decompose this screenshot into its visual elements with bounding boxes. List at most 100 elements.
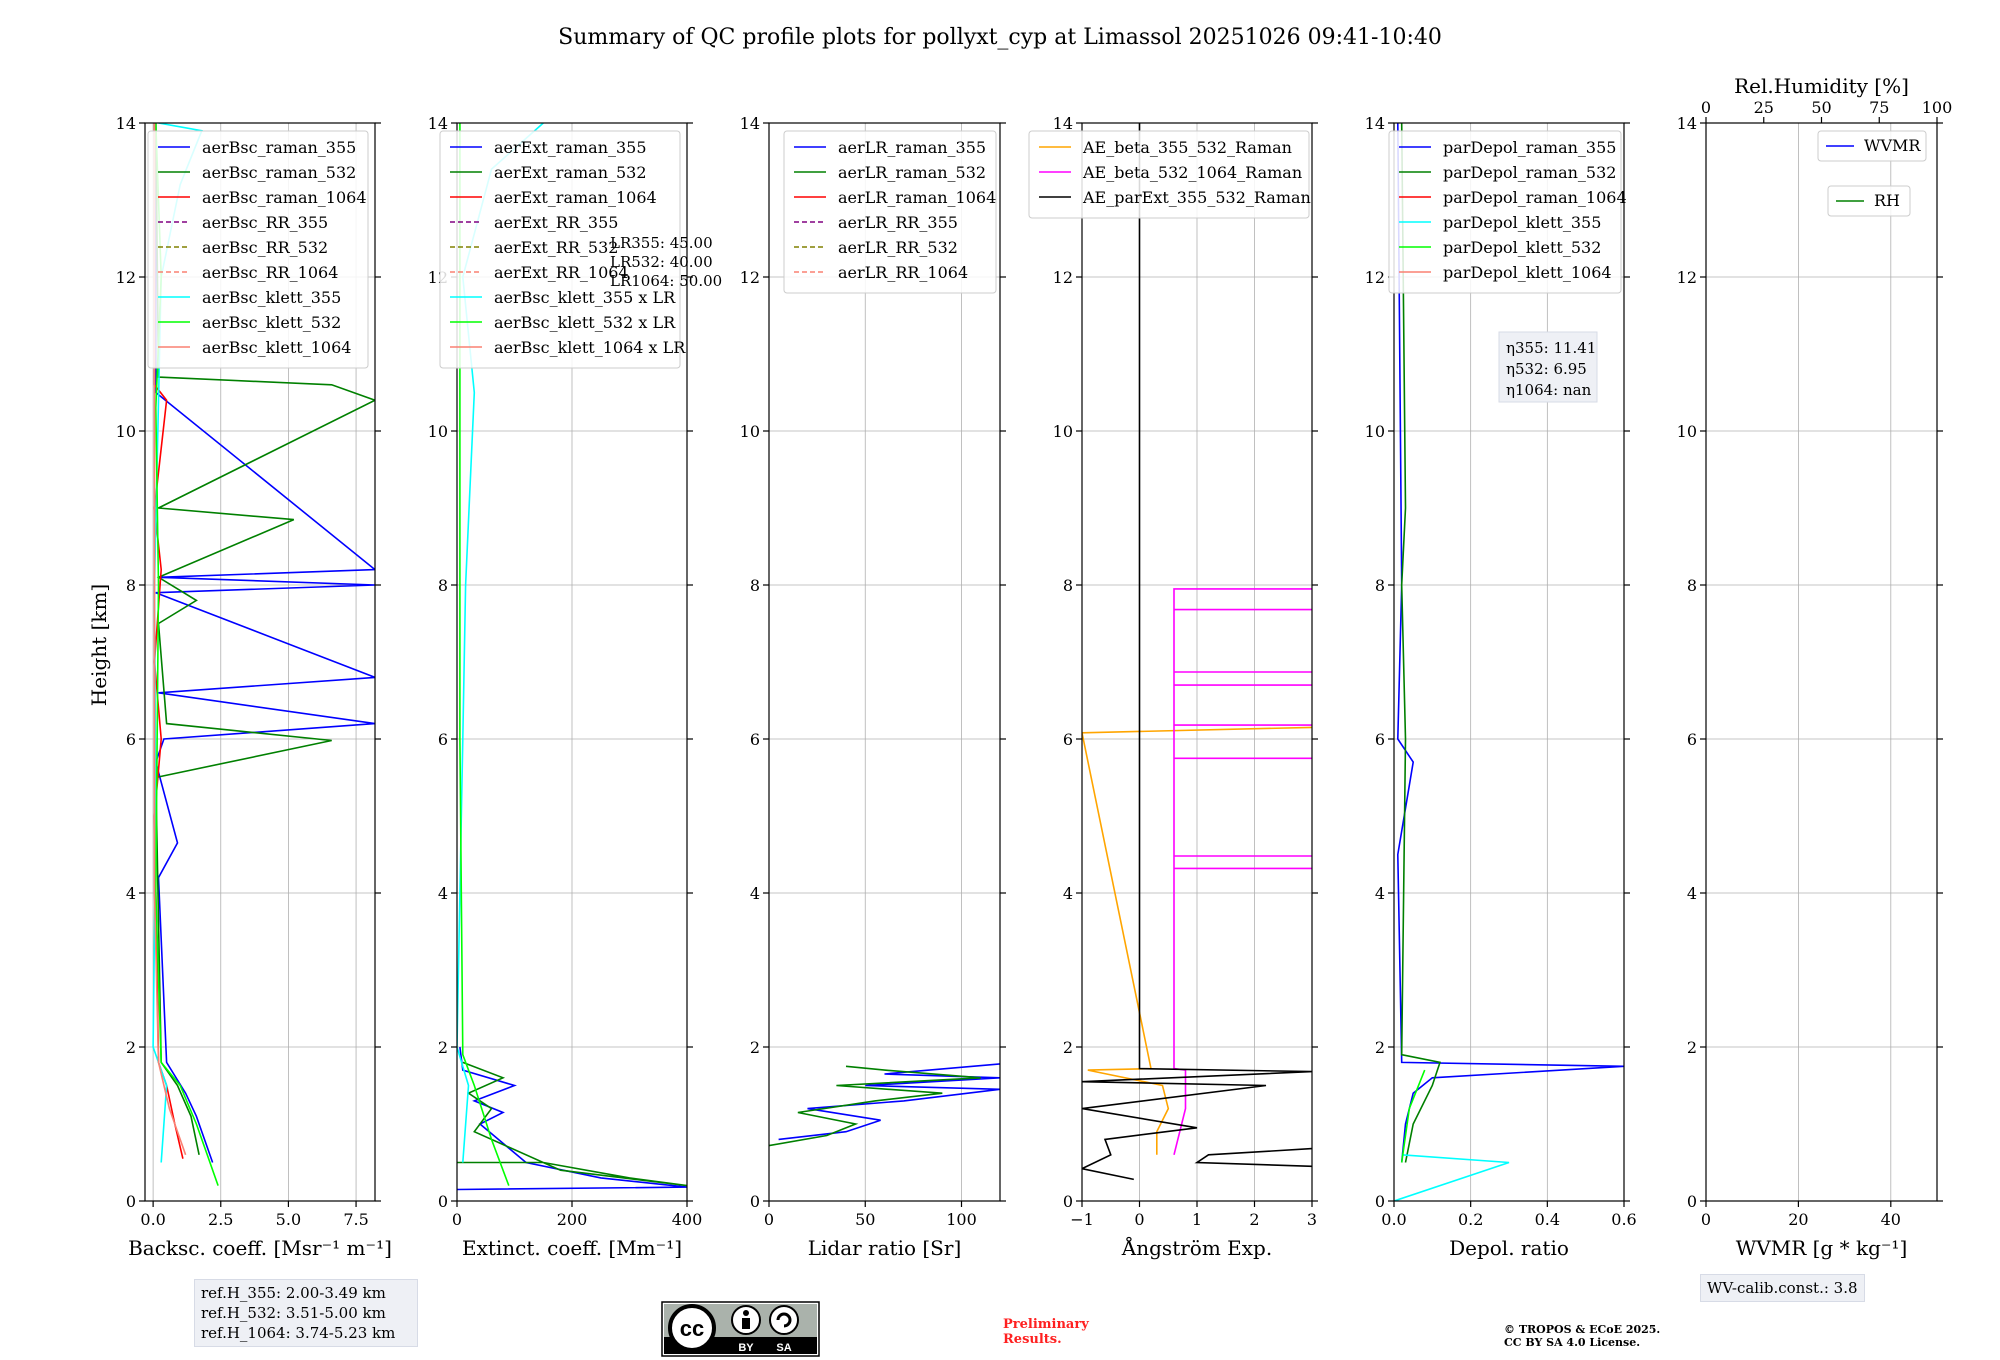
- y-tick-label: 12: [1365, 268, 1385, 287]
- x-tick-label: 0: [764, 1210, 774, 1229]
- eta-value: η532: 6.95: [1506, 360, 1587, 378]
- series-pardepol-raman-532: [1400, 123, 1442, 1163]
- license-badge: cc BY SA: [661, 1301, 820, 1357]
- y-tick-label: 6: [1063, 730, 1073, 749]
- y-tick-label: 6: [1375, 730, 1385, 749]
- series-group: [1394, 123, 1624, 1201]
- y-tick-label: 2: [1063, 1038, 1073, 1057]
- y-tick-label: 14: [1677, 114, 1697, 133]
- share-alike-icon: [769, 1305, 799, 1335]
- x-tick-label: 7.5: [343, 1210, 368, 1229]
- attribution-icon-head: [743, 1310, 749, 1316]
- y-tick-label: 0: [1687, 1192, 1697, 1211]
- axes-frame: [1705, 122, 1938, 1202]
- top-x-tick-label: 25: [1754, 98, 1774, 117]
- y-tick-label: 6: [750, 730, 760, 749]
- eta-value: η1064: nan: [1506, 381, 1592, 399]
- top-x-tick-label: 100: [1922, 98, 1953, 117]
- axes-frame: [1393, 122, 1625, 1202]
- y-tick-label: 10: [1365, 422, 1385, 441]
- y-tick-label: 6: [1687, 730, 1697, 749]
- y-tick-label: 8: [1063, 576, 1073, 595]
- y-tick-label: 12: [1677, 268, 1697, 287]
- y-tick-label: 0: [1375, 1192, 1385, 1211]
- legend-label: AE_beta_532_1064_Raman: [1082, 163, 1302, 182]
- y-tick-label: 2: [1375, 1038, 1385, 1057]
- legend-box: [783, 130, 997, 294]
- x-tick-label: −1: [1070, 1210, 1094, 1229]
- y-tick-label: 10: [428, 422, 448, 441]
- x-tick-label: 400: [672, 1210, 703, 1229]
- series-group: [1082, 123, 1312, 1181]
- legend-box: [1817, 130, 1927, 162]
- x-tick-label: 40: [1881, 1210, 1901, 1229]
- y-tick-label: 6: [126, 730, 136, 749]
- reference-height-box: ref.H_355: 2.00-3.49 km ref.H_532: 3.51-…: [194, 1279, 418, 1347]
- y-tick-label: 4: [1063, 884, 1073, 903]
- legend-label: aerBsc_RR_1064: [202, 263, 338, 282]
- x-tick-label: 100: [946, 1210, 977, 1229]
- series-aerbsc-raman-355: [154, 123, 375, 1163]
- legend: aerLR_raman_355 aerLR_raman_532 aerLR_rama…: [783, 130, 997, 294]
- y-tick-label: 4: [1375, 884, 1385, 903]
- top-x-tick-label: 75: [1869, 98, 1889, 117]
- x-tick-label: 3: [1307, 1210, 1317, 1229]
- y-axis-label: Height [km]: [87, 584, 111, 706]
- legend-box: [1028, 130, 1310, 219]
- x-tick-label: 50: [855, 1210, 875, 1229]
- x-tick-label: 0: [1701, 1210, 1711, 1229]
- x-tick-label: 0: [1134, 1210, 1144, 1229]
- y-tick-label: 8: [750, 576, 760, 595]
- eta-value: η355: 11.41: [1506, 339, 1596, 357]
- legend-label: aerExt_raman_1064: [494, 188, 657, 207]
- legend-label: aerBsc_klett_355: [202, 288, 341, 307]
- legend: aerBsc_raman_355 aerBsc_raman_532 aerBsc_r…: [147, 130, 369, 369]
- legend-label: parDepol_raman_532: [1443, 163, 1616, 182]
- copyright-line-1: © TROPOS & ECoE 2025.: [1504, 1323, 1661, 1336]
- x-tick-label: 20: [1788, 1210, 1808, 1229]
- wv-calibration-box: WV-calib.const.: 3.8: [1700, 1274, 1865, 1302]
- license-sa-text: SA: [776, 1342, 791, 1354]
- y-tick-label: 2: [750, 1038, 760, 1057]
- legend-label: aerBsc_raman_355: [202, 138, 356, 157]
- axes-frame: [768, 122, 1001, 1202]
- x-axis-label: Extinct. coeff. [Mm⁻¹]: [462, 1236, 682, 1260]
- series-ae-beta-355-532-raman: [1082, 726, 1312, 1155]
- series-ae-parext-355-532-raman-lower-: [1194, 1147, 1312, 1168]
- y-tick-label: 8: [126, 576, 136, 595]
- legend-label: parDepol_klett_532: [1443, 238, 1601, 257]
- cc-logo-icon: [668, 1304, 716, 1352]
- legend-label: parDepol_raman_355: [1443, 138, 1616, 157]
- ref-height-355: ref.H_355: 2.00-3.49 km: [201, 1284, 386, 1302]
- top-x-axis-label: Rel.Humidity [%]: [1734, 74, 1909, 98]
- top-x-tick-label: 50: [1811, 98, 1831, 117]
- legend-label: aerBsc_raman_532: [202, 163, 356, 182]
- panel-backscatter: 0 2 4 6 8 10 12 14 0.0 2.5 5.0 7.5 Backsc. coeff. [M…: [116, 114, 392, 1260]
- y-tick-label: 14: [116, 114, 136, 133]
- legend-label: aerLR_raman_532: [838, 163, 986, 182]
- y-tick-label: 0: [750, 1192, 760, 1211]
- x-axis-label: Backsc. coeff. [Msr⁻¹ m⁻¹]: [128, 1236, 392, 1260]
- legend-label: aerLR_RR_532: [838, 238, 958, 257]
- axes-frame: [144, 122, 376, 1202]
- y-tick-label: 4: [1687, 884, 1697, 903]
- x-tick-label: 0.2: [1458, 1210, 1483, 1229]
- series-ae-beta-532-1064-raman: [1173, 588, 1312, 1155]
- series-ae-parext-355-532-raman: [1082, 123, 1312, 1181]
- y-tick-label: 10: [740, 422, 760, 441]
- series-aerbsc-raman-532: [154, 123, 375, 1155]
- x-tick-label: 5.0: [276, 1210, 301, 1229]
- legend-box: [1827, 185, 1911, 217]
- y-tick-label: 12: [116, 268, 136, 287]
- legend: WVMR RH: [1817, 130, 1927, 217]
- legend-label: aerExt_raman_355: [494, 138, 647, 157]
- y-tick-label: 0: [126, 1192, 136, 1211]
- legend-label: aerBsc_raman_1064: [202, 188, 367, 207]
- series-aerlr-raman-355: [778, 1063, 1000, 1141]
- legend-label: WVMR: [1864, 136, 1921, 155]
- x-tick-label: 0.6: [1611, 1210, 1636, 1229]
